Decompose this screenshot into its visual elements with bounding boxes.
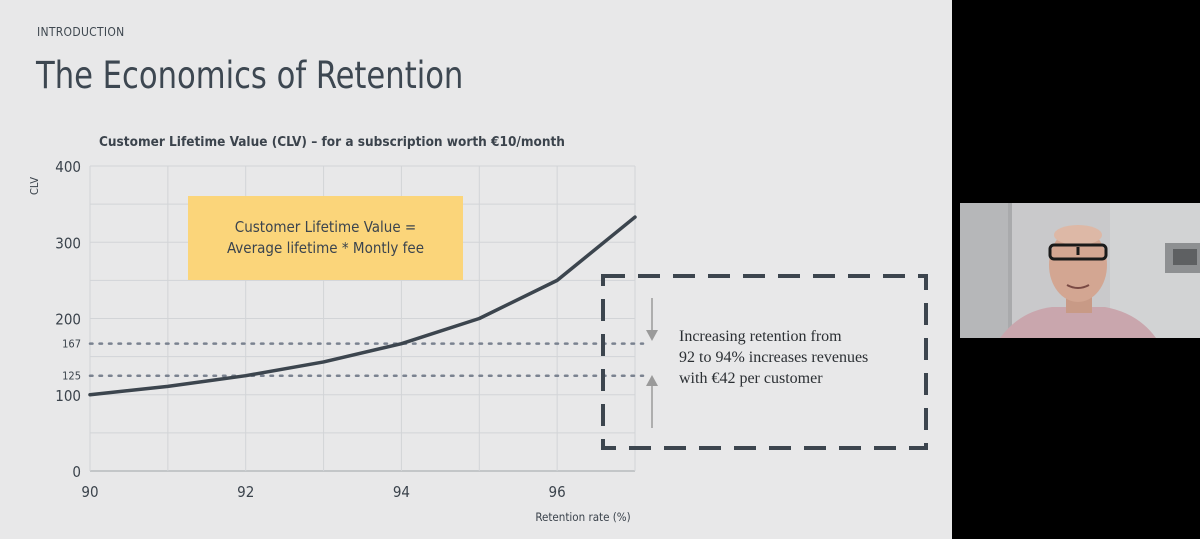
callout-line-2: 92 to 94% increases revenues [679,349,869,366]
chart-title: Customer Lifetime Value (CLV) – for a su… [99,134,565,150]
x-axis-label: Retention rate (%) [535,510,630,524]
x-tick-label: 94 [393,483,410,501]
series-layer [88,215,637,397]
formula-line-1: Customer Lifetime Value = [234,218,417,236]
callout-line-3: with €42 per customer [679,370,823,387]
clv-series-line [88,215,637,397]
x-tick-label: 96 [549,483,566,501]
formula-line-2: Average lifetime * Montly fee [226,239,425,257]
section-label: INTRODUCTION [37,25,125,39]
slide-title: The Economics of Retention [36,54,464,97]
y-tick-label: 100 [55,387,81,405]
reference-value-label: 167 [62,338,81,351]
formula-box: Customer Lifetime Value = Average lifeti… [188,196,463,280]
clv-chart: 0 100 200 300 400 125 167 90 92 94 96 Customer Lif… [28,134,928,524]
callout-text: Increasing retention from 92 to 94% incr… [679,326,868,389]
slide: INTRODUCTION The Economics of Retention … [0,0,952,539]
arrow-down-icon [646,298,658,341]
y-tick-label: 200 [55,311,81,329]
tick-labels: 0 100 200 300 400 125 167 90 92 94 96 [55,158,565,501]
callout-frame [601,274,928,450]
reference-value-label: 125 [62,370,81,383]
y-tick-label: 400 [55,158,81,176]
x-tick-label: 90 [81,483,98,501]
y-tick-label: 300 [55,234,81,252]
y-tick-label: 0 [72,463,81,481]
x-tick-label: 92 [237,483,254,501]
webcam-video[interactable] [960,203,1200,338]
arrow-up-icon [646,375,658,428]
reference-lines [88,342,645,377]
callout-line-1: Increasing retention from [679,328,842,345]
y-axis-label: CLV [28,177,41,195]
